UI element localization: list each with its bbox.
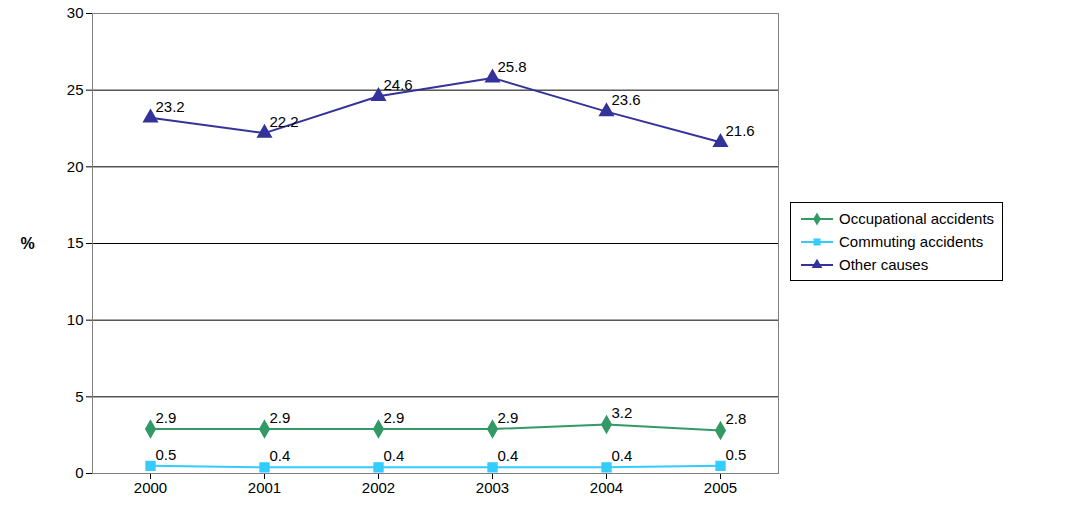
svg-text:15: 15	[67, 234, 84, 251]
svg-text:2003: 2003	[476, 479, 509, 496]
svg-text:2.8: 2.8	[726, 410, 747, 427]
svg-text:0.5: 0.5	[726, 446, 747, 463]
svg-text:3.2: 3.2	[612, 404, 633, 421]
svg-text:25: 25	[67, 81, 84, 98]
svg-text:24.6: 24.6	[384, 76, 413, 93]
svg-text:0.4: 0.4	[498, 447, 519, 464]
html-text:Occupational accidents: Occupational accidents	[839, 210, 995, 227]
svg-text:2.9: 2.9	[270, 409, 291, 426]
svg-text:23.2: 23.2	[156, 98, 185, 115]
html-text:Other causes: Other causes	[839, 256, 929, 273]
svg-text:10: 10	[67, 311, 84, 328]
svg-text:0.4: 0.4	[384, 447, 405, 464]
svg-text:2005: 2005	[704, 479, 737, 496]
svg-text:2.9: 2.9	[384, 409, 405, 426]
svg-text:2001: 2001	[248, 479, 281, 496]
svg-text:0.4: 0.4	[612, 447, 633, 464]
svg-text:2.9: 2.9	[156, 409, 177, 426]
svg-text:%: %	[21, 235, 35, 252]
svg-text:25.8: 25.8	[498, 58, 527, 75]
svg-text:21.6: 21.6	[726, 122, 755, 139]
svg-text:2004: 2004	[590, 479, 623, 496]
html-text:Commuting accidents: Commuting accidents	[839, 233, 984, 250]
svg-text:23.6: 23.6	[612, 91, 641, 108]
svg-text:2002: 2002	[362, 479, 395, 496]
svg-text:20: 20	[67, 158, 84, 175]
svg-text:5: 5	[75, 388, 83, 405]
svg-text:2000: 2000	[134, 479, 167, 496]
svg-text:22.2: 22.2	[270, 113, 299, 130]
svg-text:0.4: 0.4	[270, 447, 291, 464]
svg-text:30: 30	[67, 4, 84, 21]
svg-text:0.5: 0.5	[156, 446, 177, 463]
svg-text:2.9: 2.9	[498, 409, 519, 426]
svg-text:0: 0	[75, 464, 83, 481]
